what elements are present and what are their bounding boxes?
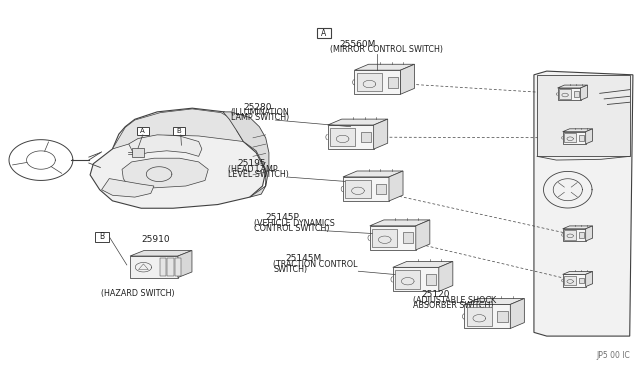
Polygon shape bbox=[328, 125, 374, 149]
Text: (HAZARD SWITCH): (HAZARD SWITCH) bbox=[101, 289, 175, 298]
Polygon shape bbox=[343, 171, 403, 177]
Polygon shape bbox=[563, 229, 586, 241]
Text: JP5 00 IC: JP5 00 IC bbox=[596, 351, 630, 360]
Polygon shape bbox=[223, 112, 269, 197]
Bar bbox=[579, 135, 584, 141]
Text: 25280: 25280 bbox=[243, 103, 272, 112]
Bar bbox=[564, 276, 577, 285]
Text: 25910: 25910 bbox=[141, 235, 170, 244]
Polygon shape bbox=[343, 177, 389, 201]
Text: A: A bbox=[140, 128, 145, 134]
Bar bbox=[403, 232, 413, 243]
Polygon shape bbox=[563, 132, 586, 144]
Bar bbox=[132, 148, 145, 157]
Bar bbox=[564, 133, 577, 142]
Polygon shape bbox=[328, 119, 388, 125]
Polygon shape bbox=[537, 75, 630, 156]
Polygon shape bbox=[465, 298, 524, 304]
Bar bbox=[388, 77, 397, 88]
Text: B: B bbox=[177, 128, 182, 134]
Bar bbox=[559, 89, 572, 99]
Polygon shape bbox=[393, 262, 453, 267]
Text: (HEAD LAMP: (HEAD LAMP bbox=[228, 165, 278, 174]
Bar bbox=[395, 270, 420, 289]
Polygon shape bbox=[389, 171, 403, 201]
Polygon shape bbox=[102, 179, 154, 197]
Bar bbox=[317, 29, 331, 38]
Polygon shape bbox=[130, 256, 178, 278]
Bar bbox=[137, 127, 149, 135]
Text: LAMP SWITCH): LAMP SWITCH) bbox=[230, 113, 289, 122]
Text: 25145M: 25145M bbox=[285, 254, 321, 263]
Text: (ILLUMINATION: (ILLUMINATION bbox=[230, 108, 289, 117]
Text: ABSORBER SWITCH): ABSORBER SWITCH) bbox=[413, 301, 493, 310]
Bar bbox=[356, 73, 382, 92]
Polygon shape bbox=[563, 226, 593, 229]
Polygon shape bbox=[439, 262, 453, 291]
Bar bbox=[467, 307, 492, 326]
Text: (VEHICLE DYNAMICS: (VEHICLE DYNAMICS bbox=[254, 219, 335, 228]
Polygon shape bbox=[401, 64, 415, 94]
Text: 25120: 25120 bbox=[421, 290, 449, 299]
Polygon shape bbox=[370, 226, 416, 250]
Polygon shape bbox=[563, 275, 586, 286]
Text: A: A bbox=[321, 29, 326, 38]
Polygon shape bbox=[393, 267, 439, 291]
Polygon shape bbox=[370, 220, 430, 226]
Polygon shape bbox=[563, 129, 593, 132]
Polygon shape bbox=[129, 134, 202, 156]
Bar bbox=[579, 232, 584, 238]
Bar bbox=[330, 128, 355, 146]
Bar bbox=[173, 127, 185, 135]
Text: CONTROL SWITCH): CONTROL SWITCH) bbox=[254, 224, 330, 233]
Bar bbox=[168, 258, 173, 276]
Text: 25560M: 25560M bbox=[339, 40, 376, 49]
Bar bbox=[574, 92, 579, 97]
Bar bbox=[497, 311, 508, 322]
Bar bbox=[95, 232, 109, 241]
Text: 25145P: 25145P bbox=[266, 213, 300, 222]
Polygon shape bbox=[557, 88, 580, 100]
Polygon shape bbox=[355, 70, 401, 94]
Polygon shape bbox=[130, 250, 192, 256]
Polygon shape bbox=[416, 220, 430, 250]
Text: LEVEL SWITCH): LEVEL SWITCH) bbox=[228, 170, 289, 179]
Bar bbox=[372, 229, 397, 247]
Polygon shape bbox=[90, 108, 266, 208]
Bar bbox=[564, 230, 577, 240]
Polygon shape bbox=[510, 298, 524, 328]
Text: 25195: 25195 bbox=[237, 159, 266, 168]
Bar bbox=[579, 278, 584, 283]
Polygon shape bbox=[563, 272, 593, 275]
Text: (TRACTION CONTROL: (TRACTION CONTROL bbox=[273, 260, 358, 269]
Bar bbox=[346, 180, 371, 198]
Polygon shape bbox=[534, 71, 633, 336]
Text: SWITCH): SWITCH) bbox=[273, 265, 307, 274]
Text: (ADJUSTABLE SHOCK: (ADJUSTABLE SHOCK bbox=[413, 296, 496, 305]
Polygon shape bbox=[557, 85, 588, 88]
Bar bbox=[175, 258, 181, 276]
Polygon shape bbox=[580, 85, 588, 100]
Bar bbox=[361, 132, 371, 142]
Bar bbox=[376, 183, 386, 195]
Bar bbox=[426, 274, 436, 285]
Text: B: B bbox=[100, 232, 105, 241]
Polygon shape bbox=[113, 109, 243, 149]
Polygon shape bbox=[374, 119, 388, 149]
Polygon shape bbox=[355, 64, 415, 70]
Polygon shape bbox=[586, 226, 593, 241]
Polygon shape bbox=[122, 158, 208, 188]
Bar bbox=[160, 258, 166, 276]
Polygon shape bbox=[178, 250, 192, 278]
Text: (MIRROR CONTROL SWITCH): (MIRROR CONTROL SWITCH) bbox=[330, 45, 444, 54]
Polygon shape bbox=[586, 272, 593, 286]
Polygon shape bbox=[465, 304, 510, 328]
Polygon shape bbox=[586, 129, 593, 144]
